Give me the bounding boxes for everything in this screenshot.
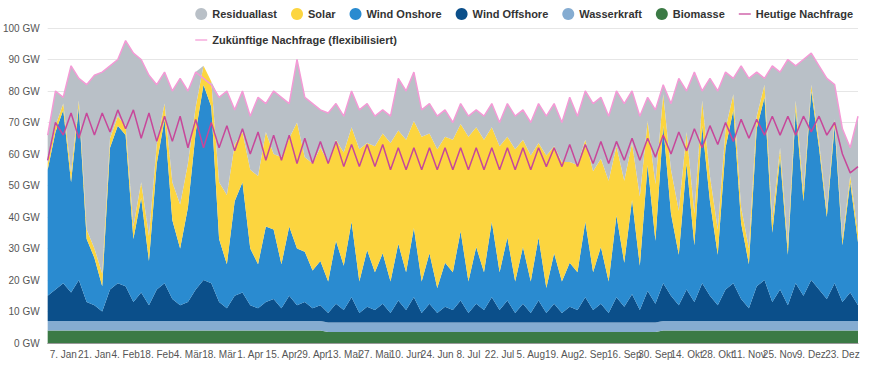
svg-text:30. Sep: 30. Sep [638, 349, 673, 360]
svg-text:90 GW: 90 GW [9, 54, 41, 65]
svg-text:21. Jan: 21. Jan [78, 349, 111, 360]
svg-text:2. Sep: 2. Sep [579, 349, 608, 360]
svg-text:13. Mai: 13. Mai [327, 349, 360, 360]
svg-text:70 GW: 70 GW [9, 117, 41, 128]
svg-text:40 GW: 40 GW [9, 212, 41, 223]
svg-text:80 GW: 80 GW [9, 86, 41, 97]
svg-text:0 GW: 0 GW [14, 338, 40, 349]
svg-text:10 GW: 10 GW [9, 306, 41, 317]
svg-text:Biomasse: Biomasse [673, 8, 725, 20]
svg-text:Solar: Solar [308, 8, 336, 20]
svg-text:27. Mai: 27. Mai [359, 349, 392, 360]
svg-text:5. Aug: 5. Aug [517, 349, 545, 360]
svg-text:22. Jul: 22. Jul [485, 349, 514, 360]
svg-text:24. Jun: 24. Jun [421, 349, 454, 360]
svg-text:Wind Offshore: Wind Offshore [473, 8, 549, 20]
svg-text:18. Feb: 18. Feb [140, 349, 174, 360]
svg-text:20 GW: 20 GW [9, 275, 41, 286]
svg-text:14. Okt: 14. Okt [670, 349, 702, 360]
svg-text:Zukünftige Nachfrage (flexibil: Zukünftige Nachfrage (flexibilisiert) [212, 34, 397, 46]
svg-text:Wasserkraft: Wasserkraft [579, 8, 642, 20]
svg-text:50 GW: 50 GW [9, 180, 41, 191]
svg-text:Residuallast: Residuallast [212, 8, 277, 20]
svg-text:Heutige Nachfrage: Heutige Nachfrage [756, 8, 853, 20]
svg-text:9. Dez: 9. Dez [797, 349, 826, 360]
svg-text:1. Apr: 1. Apr [237, 349, 264, 360]
svg-text:25. Nov: 25. Nov [763, 349, 797, 360]
svg-text:4. Mär: 4. Mär [174, 349, 203, 360]
svg-text:28. Okt: 28. Okt [702, 349, 734, 360]
svg-text:19. Aug: 19. Aug [545, 349, 579, 360]
svg-text:29. Apr: 29. Apr [297, 349, 329, 360]
svg-text:10. Jun: 10. Jun [390, 349, 423, 360]
svg-text:4. Feb: 4. Feb [111, 349, 140, 360]
svg-text:30 GW: 30 GW [9, 243, 41, 254]
svg-text:8. Jul: 8. Jul [456, 349, 480, 360]
svg-text:11. Nov: 11. Nov [732, 349, 766, 360]
svg-text:18. Mär: 18. Mär [202, 349, 237, 360]
svg-text:60 GW: 60 GW [9, 149, 41, 160]
svg-text:23. Dez: 23. Dez [825, 349, 859, 360]
svg-text:16. Sep: 16. Sep [607, 349, 642, 360]
svg-text:7. Jan: 7. Jan [50, 349, 77, 360]
svg-text:Wind Onshore: Wind Onshore [367, 8, 442, 20]
svg-text:15. Apr: 15. Apr [266, 349, 298, 360]
svg-text:100 GW: 100 GW [3, 23, 40, 34]
